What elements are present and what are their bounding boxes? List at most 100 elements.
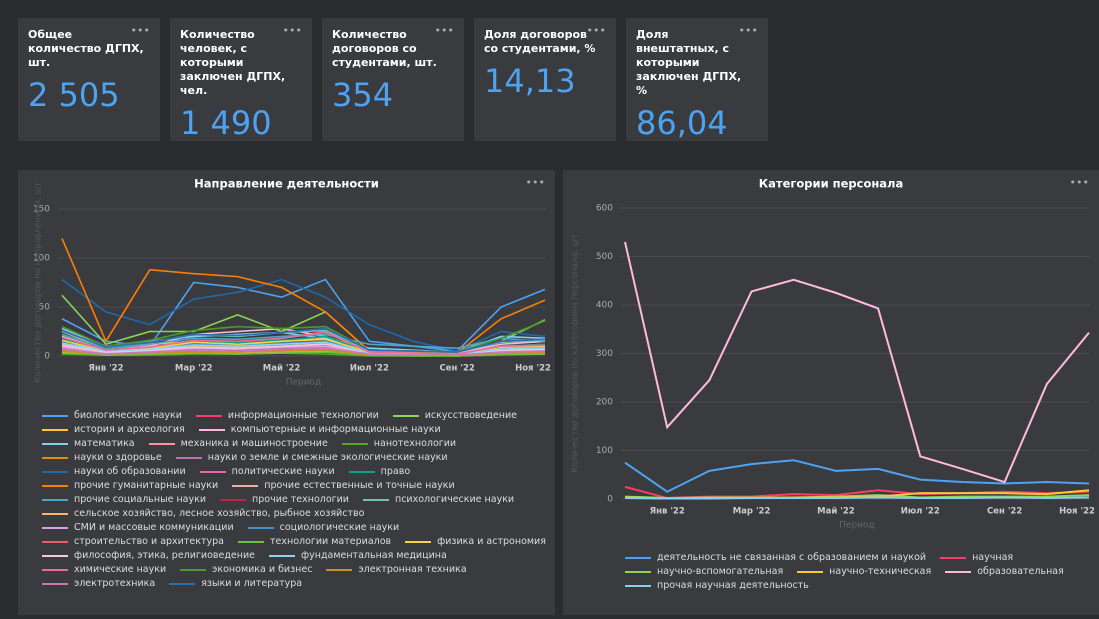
kpi-value: 354: [332, 76, 394, 114]
y-tick-label: 400: [596, 301, 613, 311]
legend-label: науки о здоровье: [74, 452, 162, 463]
legend-swatch: [42, 526, 68, 529]
legend-label: прочие естественные и точные науки: [264, 480, 455, 491]
series-line: [624, 459, 1090, 493]
legend-swatch: [625, 556, 651, 559]
legend-item: история и археология: [42, 424, 185, 435]
legend-item: механика и машиностроение: [148, 438, 328, 449]
legend-item: философия, этика, религиоведение: [42, 550, 255, 561]
legend-label: фундаментальная медицина: [300, 550, 447, 561]
menu: •••: [434, 24, 454, 37]
legend-item: искусствоведение: [392, 410, 517, 421]
legend-swatch: [326, 568, 353, 571]
legend-label: химические науки: [74, 564, 167, 575]
legend-item: сельское хозяйство, лесное хозяйство, ры…: [42, 508, 364, 519]
series-line: [61, 327, 546, 353]
legend-swatch: [42, 456, 68, 459]
legend-label: психологические науки: [394, 494, 515, 505]
y-tick-label: 50: [39, 303, 51, 313]
legend-label: искусствоведение: [424, 410, 517, 421]
x-tick-label: Май '22: [263, 364, 301, 374]
x-tick-label: Ноя '22: [515, 364, 551, 374]
series-line: [624, 496, 1090, 500]
legend-item: электронная техника: [326, 564, 467, 575]
legend-label: компьютерные и информационные науки: [230, 424, 441, 435]
legend-label: математика: [74, 438, 135, 449]
x-tick-label: Сен '22: [987, 507, 1022, 517]
menu: •••: [130, 24, 150, 37]
legend-label: технологии материалов: [269, 536, 392, 547]
legend-swatch: [42, 540, 68, 543]
legend-item: СМИ и массовые коммуникации: [42, 522, 234, 533]
legend-item: экономика и бизнес: [180, 564, 312, 575]
legend-item: политические науки: [199, 466, 335, 477]
legend-label: прочие технологии: [252, 494, 349, 505]
legend-label: нанотехнологии: [373, 438, 457, 449]
legend-label: строительство и архитектура: [74, 536, 224, 547]
legend-label: образовательная: [977, 566, 1064, 577]
legend-swatch: [348, 470, 375, 473]
y-tick-label: 0: [607, 495, 613, 505]
legend-label: языки и литература: [201, 578, 303, 589]
legend-swatch: [175, 456, 202, 459]
legend-item: нанотехнологии: [341, 438, 457, 449]
chart: Категории персонала 0 100 200 300 400 500 600 Ян…: [571, 177, 1095, 531]
legend-label: СМИ и массовые коммуникации: [74, 522, 234, 533]
legend-label: социологические науки: [279, 522, 400, 533]
kpi-title: Количество человек, с которыми заключен …: [180, 28, 286, 97]
legend-label: экономика и бизнес: [212, 564, 313, 575]
legend-item: биологические науки: [42, 410, 182, 421]
legend-item: право: [348, 466, 410, 477]
legend-swatch: [220, 498, 247, 501]
kpi-value: 2 505: [28, 76, 120, 114]
x-tick-label: Июл '22: [350, 364, 389, 374]
legend-item: деятельность не связанная с образованием…: [625, 552, 926, 563]
y-tick-label: 100: [596, 446, 613, 456]
legend-swatch: [945, 570, 972, 573]
legend-swatch: [148, 442, 175, 445]
kpi-title: Количество договоров со студентами, шт.: [332, 28, 437, 69]
chart-title: Категории персонала: [759, 177, 903, 191]
legend-item: языки и литература: [169, 578, 302, 589]
kpi-card: ••• Доля договоров со студентами, % 14,13: [474, 18, 616, 141]
kpi-card: ••• Доля внештатных, с которыми заключен …: [626, 18, 768, 142]
y-tick-label: 200: [596, 398, 613, 408]
series-line: [61, 351, 545, 357]
legend: биологические науки информационные технол…: [42, 410, 547, 589]
legend: деятельность не связанная с образованием…: [625, 552, 1095, 591]
kpi-card: ••• Общее количество ДГПХ, шт. 2 505: [18, 18, 160, 141]
legend-swatch: [362, 498, 389, 501]
legend-label: науки об образовании: [74, 466, 186, 477]
legend-label: науки о земле и смежные экологические на…: [207, 452, 448, 463]
legend-item: образовательная: [945, 566, 1064, 577]
legend-item: научно-вспомогательная: [625, 566, 783, 577]
series-line: [624, 241, 1090, 484]
x-tick-label: Ноя '22: [1059, 507, 1095, 517]
kpi-title: Общее количество ДГПХ, шт.: [28, 28, 144, 69]
y-tick-label: 0: [44, 352, 50, 362]
panel: ••• Категории персонала 0 100 200 300 400 500 6…: [563, 170, 1099, 615]
legend-swatch: [625, 570, 651, 573]
kpi-value: 86,04: [636, 104, 728, 142]
legend-label: физика и астрономия: [437, 536, 546, 547]
kpi-title: Доля договоров со студентами, %: [484, 28, 596, 55]
series-line: [61, 331, 546, 355]
legend-swatch: [247, 526, 274, 529]
legend-item: математика: [42, 438, 135, 449]
legend-swatch: [169, 582, 196, 585]
menu: •••: [586, 24, 606, 37]
legend-label: научно-техническая: [829, 566, 932, 577]
legend-label: электронная техника: [358, 564, 467, 575]
legend-item: науки об образовании: [42, 466, 186, 477]
legend-swatch: [797, 570, 824, 573]
series-line: [61, 327, 546, 354]
legend-swatch: [195, 414, 222, 417]
legend-swatch: [268, 554, 295, 557]
x-tick-label: Мар '22: [175, 364, 213, 374]
legend-label: прочие социальные науки: [74, 494, 207, 505]
y-tick-label: 500: [596, 252, 613, 262]
y-tick-label: 600: [596, 204, 613, 214]
legend-label: биологические науки: [74, 410, 182, 421]
x-tick-label: Май '22: [817, 507, 855, 517]
